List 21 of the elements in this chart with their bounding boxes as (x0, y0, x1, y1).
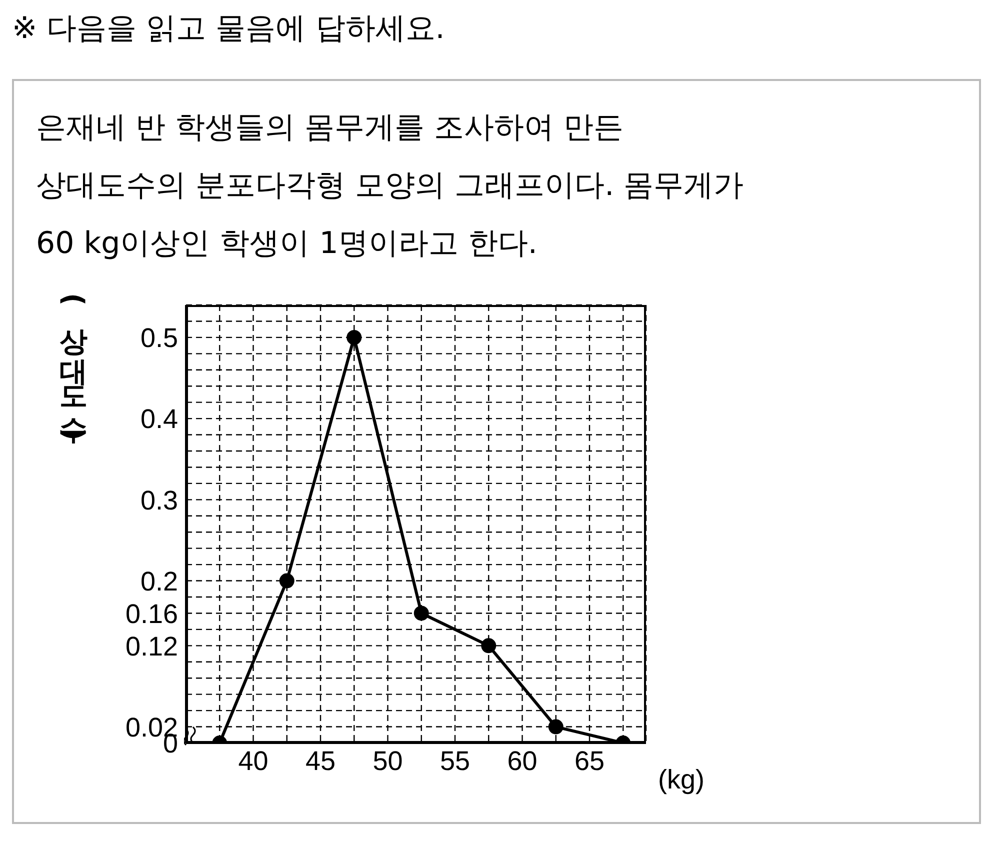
point (481, 638, 496, 654)
point (279, 573, 294, 588)
x-tick-label: 45 (305, 746, 336, 776)
y-tick-label: 0.12 (125, 631, 178, 662)
x-tick-label: 60 (507, 746, 538, 776)
x-tick-label: 50 (372, 746, 403, 776)
chart-subtitle: 은재네 반 학생들의 몸무게를 조사하여 만든 상대도수의 분포다각형 모양의 그래프이다. 몸무게가 60 kg이상인 학생이 1명이라고 한다. (36, 109, 745, 263)
x-tick-label: 40 (238, 746, 268, 776)
x-tick-label: 55 (440, 746, 470, 776)
x-axis-title: (kg) (658, 764, 704, 795)
y-axis-title: (상대도수) (56, 293, 91, 443)
y-tick-label: 0.5 (140, 323, 178, 354)
y-tick-label: 0.2 (140, 566, 178, 596)
point (414, 606, 429, 621)
point (548, 719, 564, 734)
y-tick-label: 0.4 (140, 404, 178, 434)
y-tick-label: 0.16 (125, 598, 178, 629)
y-tick-label: 0.3 (140, 485, 178, 516)
point (346, 330, 362, 345)
x-tick-label: 65 (574, 746, 605, 776)
chart-title: ※ 다음을 읽고 물음에 답하세요. (12, 10, 446, 48)
